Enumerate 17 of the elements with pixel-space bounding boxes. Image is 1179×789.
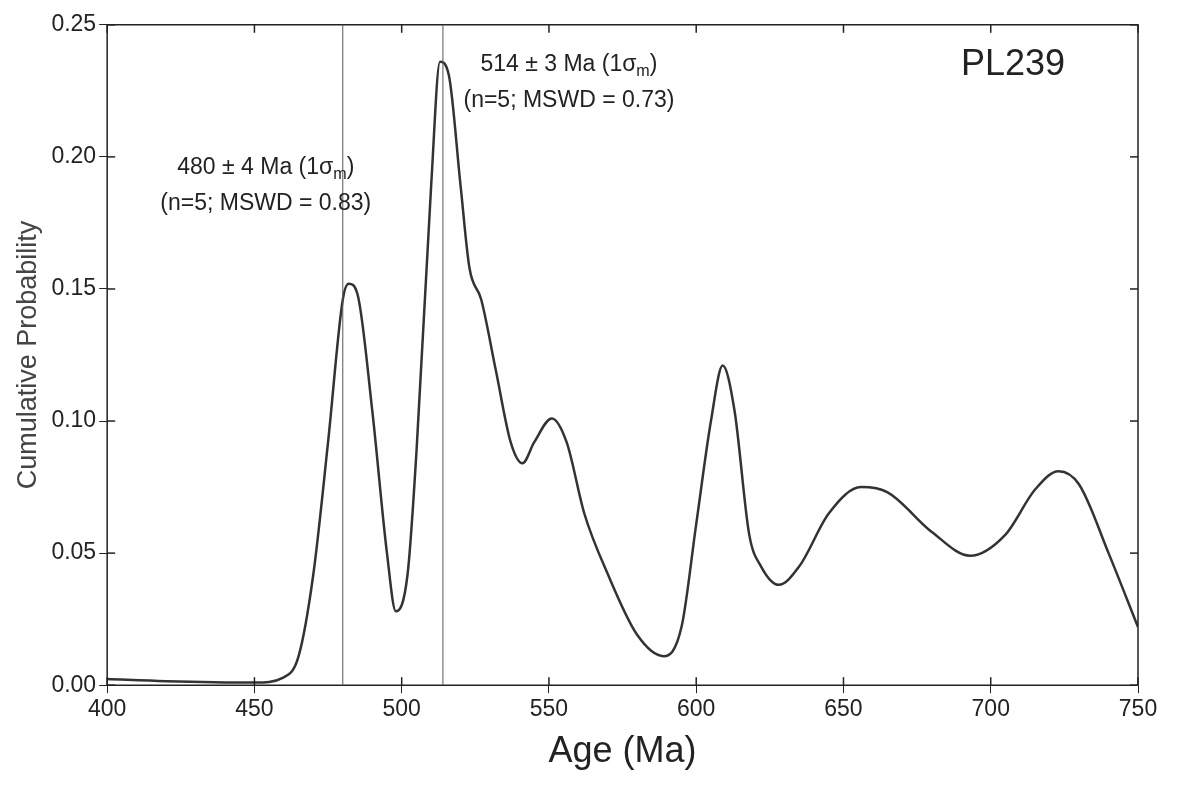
x-tick-label: 550 bbox=[529, 695, 569, 722]
y-axis-title: Cumulative Probability bbox=[11, 220, 42, 490]
y-tick-label: 0.25 bbox=[51, 10, 97, 37]
annotation: PL239 bbox=[960, 41, 1066, 83]
x-axis-title: Age (Ma) bbox=[548, 729, 697, 771]
x-tick-label: 700 bbox=[971, 695, 1010, 722]
x-tick-label: 600 bbox=[677, 695, 716, 722]
x-tick-label: 500 bbox=[382, 695, 421, 722]
x-tick-label: 400 bbox=[87, 695, 127, 722]
x-tick-label: 650 bbox=[824, 695, 863, 722]
x-tick-label: 450 bbox=[235, 695, 274, 722]
y-tick-label: 0.00 bbox=[51, 670, 97, 697]
y-tick-label: 0.15 bbox=[51, 274, 97, 301]
x-tick-label: 750 bbox=[1118, 695, 1158, 722]
y-tick-label: 0.20 bbox=[51, 142, 97, 169]
y-tick-label: 0.05 bbox=[51, 538, 97, 565]
y-tick-label: 0.10 bbox=[51, 406, 97, 433]
